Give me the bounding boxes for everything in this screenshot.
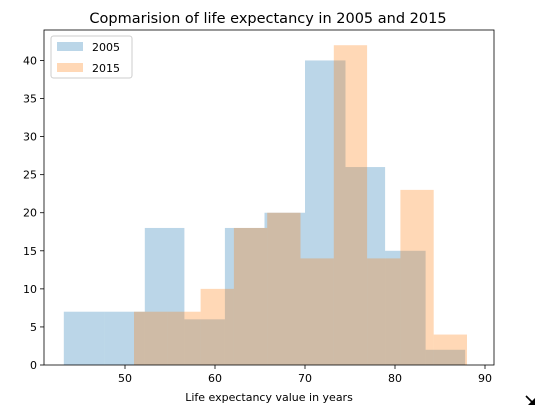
bar-2005-bin-9 <box>425 349 466 365</box>
x-tick-label: 80 <box>388 372 402 385</box>
bar-2005-bin-4 <box>224 227 265 365</box>
chart-title: Copmarision of life expectancy in 2005 a… <box>89 11 446 27</box>
bar-2005-bin-8 <box>385 250 426 365</box>
y-tick-label: 20 <box>23 207 37 220</box>
bar-2005-bin-3 <box>184 319 225 365</box>
bar-2005-bin-1 <box>104 311 145 365</box>
bar-2005-bin-7 <box>345 167 386 365</box>
legend-label-2005: 2005 <box>92 41 120 54</box>
bar-2015-bin-8 <box>400 189 434 365</box>
bar-2015-bin-9 <box>433 334 467 365</box>
bar-2005-bin-0 <box>63 311 105 365</box>
bar-2015-bin-4 <box>267 212 301 365</box>
x-tick-label: 90 <box>478 372 492 385</box>
legend: 2005 2015 <box>50 35 133 79</box>
bars-layer <box>63 45 467 366</box>
bar-2005-bin-2 <box>144 227 185 365</box>
x-tick-label: 70 <box>298 372 312 385</box>
bar-2015-bin-5 <box>300 258 334 365</box>
bar-2015-bin-3 <box>233 227 268 365</box>
legend-frame <box>50 35 133 79</box>
bar-2015-bin-0 <box>134 311 168 365</box>
legend-swatch-2005 <box>57 42 83 51</box>
y-tick-label: 10 <box>23 283 37 296</box>
y-tick-label: 35 <box>23 93 37 106</box>
plot-area-frame <box>43 29 495 366</box>
bar-2015-bin-2 <box>200 288 234 365</box>
bar-2005-bin-5 <box>264 212 305 365</box>
legend-label-2015: 2015 <box>92 62 120 75</box>
y-tick-label: 25 <box>23 169 37 182</box>
y-tick-label: 0 <box>30 359 37 372</box>
x-tick-label: 50 <box>118 372 132 385</box>
resize-arrow-icon[interactable] <box>524 394 538 408</box>
x-tick-label: 60 <box>208 372 222 385</box>
legend-swatch-2015 <box>57 63 83 72</box>
y-tick-label: 30 <box>23 131 37 144</box>
bar-2015-bin-7 <box>367 258 401 365</box>
y-tick-label: 5 <box>30 321 37 334</box>
x-axis-label: Life expectancy value in years <box>185 391 353 404</box>
bar-2005-bin-6 <box>305 60 346 366</box>
bar-2015-bin-6 <box>333 45 368 366</box>
y-tick-label: 15 <box>23 245 37 258</box>
x-axis-ticks: 50 60 70 80 90 <box>118 365 492 385</box>
y-tick-label: 40 <box>23 54 37 67</box>
y-axis-ticks: 0 5 10 15 20 25 30 35 40 <box>23 54 44 372</box>
bar-2015-bin-1 <box>167 311 201 365</box>
